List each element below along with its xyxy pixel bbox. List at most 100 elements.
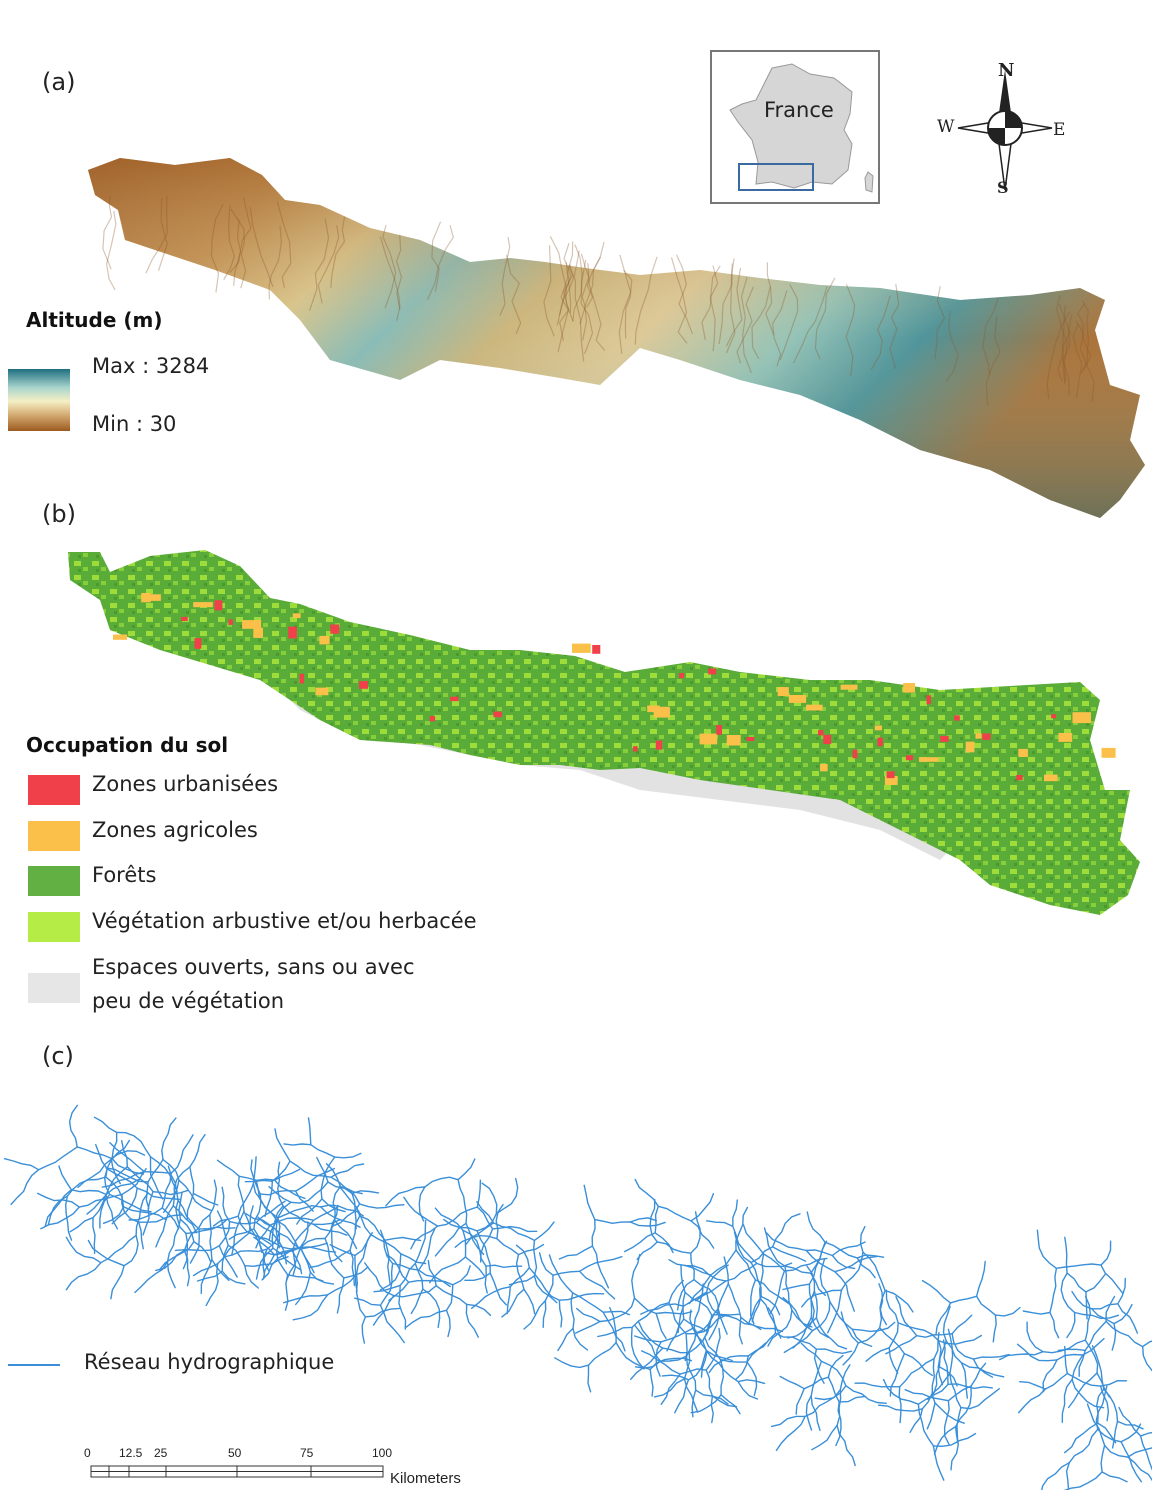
river-segment [827, 1354, 844, 1378]
river-segment [805, 1395, 813, 1431]
river-segment [717, 1308, 728, 1335]
terrain-valley-line [1062, 314, 1073, 396]
terrain-valley-line [543, 245, 555, 337]
river-segment [422, 1288, 441, 1329]
river-segment [161, 1172, 172, 1209]
river-segment [921, 1373, 951, 1410]
river-segment [354, 1297, 382, 1306]
river-segment [462, 1229, 467, 1258]
agricultural-patch [193, 602, 213, 608]
river-segment [1111, 1322, 1117, 1351]
river-segment [1064, 1345, 1068, 1375]
terrain-valley-line [736, 286, 754, 364]
river-segment [361, 1316, 367, 1344]
river-segment [292, 1248, 297, 1277]
river-segment [831, 1241, 866, 1257]
river-segment [1041, 1462, 1070, 1490]
river-segment [484, 1265, 488, 1294]
river-segment [857, 1327, 881, 1344]
river-segment [889, 1353, 906, 1397]
river-segment [175, 1199, 187, 1235]
river-segment [228, 1228, 255, 1240]
river-segment [111, 1157, 145, 1175]
terrain-valley-line [792, 286, 828, 364]
river-segment [851, 1328, 873, 1348]
river-segment [1066, 1372, 1102, 1387]
landcover-legend-label: Zones urbanisées [92, 772, 279, 796]
river-segment [424, 1176, 459, 1188]
river-segment [921, 1279, 952, 1304]
terrain-valley-line [725, 267, 743, 347]
river-segment [128, 1207, 163, 1221]
river-segment [218, 1220, 231, 1247]
open-spaces-region [270, 680, 960, 860]
agricultural-patch [647, 705, 660, 713]
landcover-legend-title: Occupation du sol [26, 733, 229, 757]
agricultural-patch [699, 733, 718, 745]
river-segment [262, 1254, 276, 1280]
river-segment [264, 1180, 273, 1217]
river-segment [599, 1297, 636, 1323]
river-segment [690, 1252, 695, 1281]
river-segment [800, 1342, 823, 1362]
terrain-valley-line [1075, 320, 1095, 402]
river-segment [47, 1195, 69, 1226]
river-segment [771, 1246, 807, 1262]
river-segment [947, 1385, 972, 1402]
river-segment [705, 1264, 729, 1293]
river-segment [558, 1245, 594, 1260]
river-segment [756, 1262, 793, 1268]
river-segment [109, 1142, 145, 1173]
landcover-swatch [28, 775, 80, 805]
terrain-valley-line [701, 265, 719, 341]
river-segment [649, 1198, 658, 1243]
river-segment [666, 1318, 685, 1352]
river-segment [237, 1175, 245, 1213]
river-segment [163, 1179, 180, 1214]
landcover-legend-label: Forêts [92, 863, 157, 887]
scale-tick-label: 25 [154, 1446, 168, 1460]
river-segment [309, 1271, 335, 1285]
river-segment [1127, 1456, 1152, 1482]
urban-patch [954, 715, 960, 721]
river-segment [570, 1292, 575, 1330]
river-segment [1049, 1267, 1058, 1314]
river-segment [492, 1222, 536, 1242]
river-segment [349, 1249, 356, 1287]
river-segment [385, 1186, 426, 1207]
river-segment [762, 1253, 786, 1272]
river-segment [775, 1415, 806, 1452]
terrain-valley-line [779, 284, 799, 361]
river-segment [70, 1189, 107, 1196]
river-segment [783, 1329, 814, 1354]
river-segment [668, 1279, 684, 1304]
river-segment [1117, 1303, 1139, 1334]
river-segment [597, 1326, 633, 1338]
river-segment [237, 1215, 272, 1245]
river-segment [1118, 1406, 1142, 1437]
terrain-valley-line [765, 262, 775, 336]
river-segment [1139, 1431, 1152, 1437]
river-segment [465, 1303, 479, 1338]
river-segment [111, 1131, 118, 1160]
river-segment [115, 1131, 152, 1158]
river-segment [222, 1248, 268, 1258]
river-segment [324, 1237, 345, 1279]
river-segment [138, 1214, 184, 1223]
inset-label: France [764, 98, 834, 122]
river-segment [330, 1163, 365, 1178]
terrain-valley-line [985, 316, 1001, 406]
terrain-valley-line [379, 236, 401, 321]
river-segment [320, 1206, 361, 1228]
river-segment [840, 1251, 864, 1291]
terrain-valley-line [249, 206, 274, 288]
terrain-valley-line [845, 284, 856, 377]
river-segment [574, 1320, 601, 1334]
river-segment [656, 1241, 692, 1254]
scale-unit-label: Kilometers [390, 1470, 461, 1487]
river-segment [417, 1228, 436, 1271]
river-segment [273, 1246, 301, 1256]
agricultural-patch [820, 764, 828, 772]
urban-patch [592, 645, 601, 654]
urban-patch [1016, 775, 1023, 781]
